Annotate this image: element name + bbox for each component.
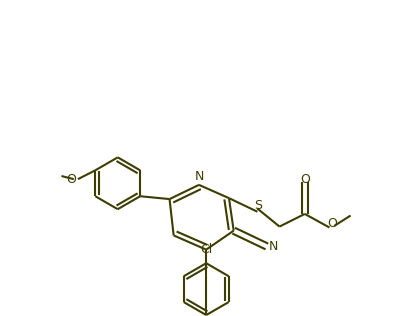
Text: O: O xyxy=(328,217,338,230)
Text: O: O xyxy=(300,173,310,186)
Text: N: N xyxy=(269,240,278,253)
Text: O: O xyxy=(66,173,76,186)
Text: N: N xyxy=(195,169,204,183)
Text: Cl: Cl xyxy=(201,243,213,256)
Text: S: S xyxy=(255,199,262,212)
